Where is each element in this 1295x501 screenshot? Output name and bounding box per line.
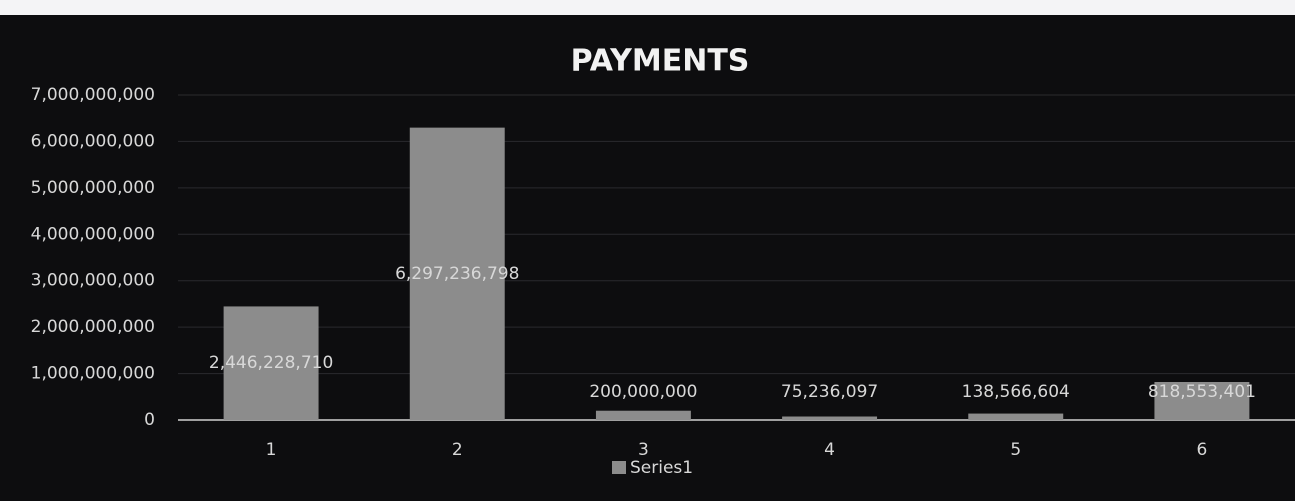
legend-label: Series1 xyxy=(630,458,693,478)
y-tick-label: 6,000,000,000 xyxy=(31,131,155,151)
x-tick-label: 5 xyxy=(1010,440,1021,460)
bar xyxy=(968,413,1064,420)
y-tick-label: 5,000,000,000 xyxy=(31,178,155,198)
x-tick-label: 6 xyxy=(1197,440,1208,460)
y-tick-label: 3,000,000,000 xyxy=(31,271,155,291)
data-label: 200,000,000 xyxy=(589,382,697,402)
y-tick-label: 4,000,000,000 xyxy=(31,224,155,244)
y-tick-label: 1,000,000,000 xyxy=(31,364,155,384)
bar xyxy=(409,127,505,420)
chart-background xyxy=(0,15,1295,501)
top-strip xyxy=(0,0,1295,15)
y-tick-label: 7,000,000,000 xyxy=(31,85,155,105)
data-label: 6,297,236,798 xyxy=(395,264,519,284)
bar xyxy=(223,306,319,420)
bar xyxy=(595,410,691,420)
chart-title: PAYMENTS xyxy=(571,44,750,79)
x-tick-label: 4 xyxy=(824,440,835,460)
data-label: 75,236,097 xyxy=(781,382,878,402)
x-tick-label: 3 xyxy=(638,440,649,460)
bar xyxy=(782,416,878,420)
legend-swatch xyxy=(612,461,626,474)
x-tick-label: 2 xyxy=(452,440,463,460)
data-label: 818,553,401 xyxy=(1148,382,1256,402)
x-tick-label: 1 xyxy=(266,440,277,460)
y-tick-label: 2,000,000,000 xyxy=(31,317,155,337)
y-tick-label: 0 xyxy=(144,410,155,430)
data-label: 138,566,604 xyxy=(962,382,1070,402)
data-label: 2,446,228,710 xyxy=(209,353,333,373)
bar xyxy=(1154,381,1250,420)
